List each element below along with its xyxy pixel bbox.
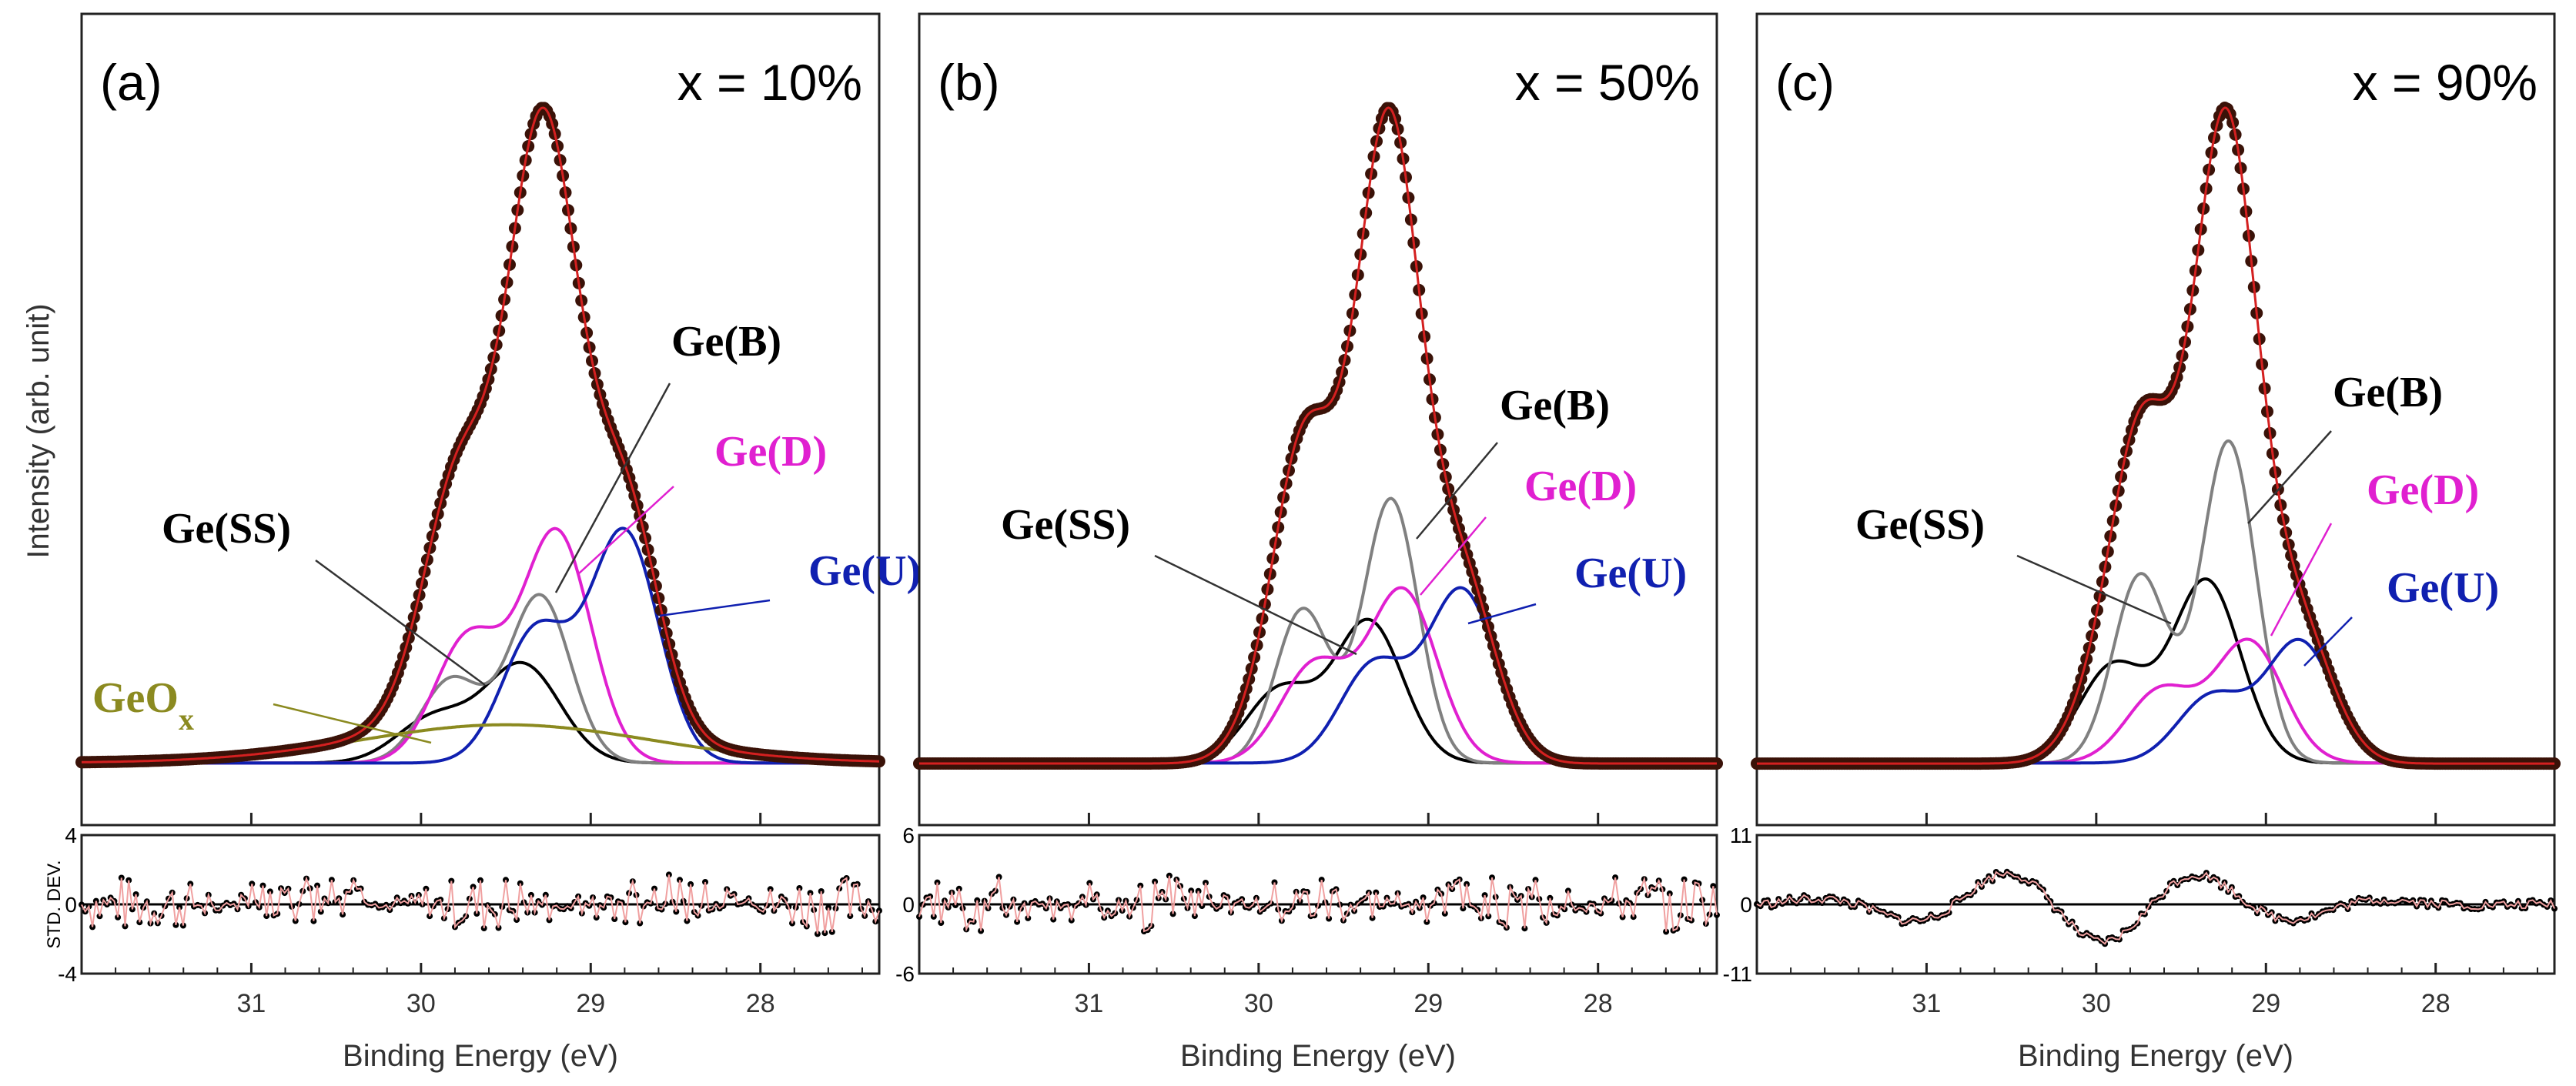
x-tick-label: 30 xyxy=(406,989,436,1018)
x-tick-label: 31 xyxy=(1912,989,1942,1018)
y-axis-title: Intensity (arb. unit) xyxy=(22,303,55,558)
peak-label: GeOx xyxy=(92,674,194,737)
residual-tick-label: 0 xyxy=(1740,893,1752,917)
composition-label: x = 50% xyxy=(1515,54,1700,111)
peak-label: Ge(B) xyxy=(1500,382,1610,429)
residual-tick-label: -4 xyxy=(58,962,77,986)
x-axis-title: Binding Energy (eV) xyxy=(2018,1039,2293,1073)
label-arrow xyxy=(2247,430,2332,524)
measured-data-markers xyxy=(913,102,1723,770)
composition-label: x = 90% xyxy=(2353,54,2538,111)
x-tick-label: 29 xyxy=(1413,989,1443,1018)
residual-axis-title: STD. DEV. xyxy=(44,860,65,948)
x-tick-label: 29 xyxy=(2251,989,2280,1018)
panel-label: (b) xyxy=(938,54,1000,111)
x-tick-label: 28 xyxy=(746,989,775,1018)
fit-envelope-line xyxy=(1757,106,2554,765)
x-tick-label: 31 xyxy=(237,989,266,1018)
component-geu-line xyxy=(82,526,879,765)
label-arrow xyxy=(554,383,671,593)
peak-label: Ge(D) xyxy=(1524,463,1637,510)
peak-label: Ge(B) xyxy=(2333,369,2443,416)
residual-line xyxy=(1756,870,2555,945)
residual-tick-label: 11 xyxy=(1730,824,1752,847)
label-arrow xyxy=(273,703,432,744)
measured-data-markers xyxy=(1751,102,2561,770)
residual-line xyxy=(918,875,1718,933)
panel-label: (a) xyxy=(100,54,162,111)
residual-tick-label: 0 xyxy=(65,893,77,917)
peak-label: Ge(U) xyxy=(808,547,921,595)
x-tick-label: 29 xyxy=(576,989,605,1018)
peak-label: Ge(U) xyxy=(2387,564,2499,612)
residual-line xyxy=(81,874,880,934)
residual-tick-label: -11 xyxy=(1723,962,1752,986)
label-arrow xyxy=(1467,603,1537,625)
residual-tick-label: 6 xyxy=(902,824,915,847)
label-arrow xyxy=(2016,554,2172,625)
label-arrow xyxy=(315,559,486,687)
label-arrow xyxy=(1416,442,1498,540)
residual-tick-label: 0 xyxy=(902,893,915,917)
fit-envelope-line xyxy=(82,106,879,764)
label-arrow xyxy=(1154,554,1357,656)
peak-label: Ge(SS) xyxy=(162,505,291,553)
panel-a: 31 30 29 28 Binding Energy (eV) 4 0 -4 (a) x = 10… xyxy=(58,12,921,1073)
fit-envelope-line xyxy=(919,106,1717,765)
peak-label: Ge(U) xyxy=(1574,550,1687,597)
peak-label: Ge(B) xyxy=(671,318,781,366)
panel-c: 31 30 29 28 Binding Energy (eV) 11 0 -11 (c) x = … xyxy=(1723,12,2561,1073)
peak-label: Ge(D) xyxy=(714,428,827,476)
component-gess-line xyxy=(919,617,1717,765)
panel-b: 31 30 29 28 Binding Energy (eV) 6 0 -6 (b) x = 50… xyxy=(895,12,1723,1073)
x-tick-label: 28 xyxy=(1584,989,1613,1018)
x-tick-label: 30 xyxy=(2082,989,2111,1018)
x-tick-label: 28 xyxy=(2421,989,2451,1018)
peak-label: Ge(D) xyxy=(2367,466,2479,514)
label-arrow xyxy=(2270,523,2333,637)
main-plot-frame xyxy=(918,12,1718,827)
component-gess-line xyxy=(82,660,879,765)
composition-label: x = 10% xyxy=(677,54,862,111)
peak-label: Ge(SS) xyxy=(1001,501,1130,549)
main-plot-frame xyxy=(1755,12,2556,827)
label-arrow xyxy=(659,599,771,617)
x-axis-title: Binding Energy (eV) xyxy=(343,1039,618,1073)
peak-label: Ge(SS) xyxy=(1855,501,1985,549)
residual-tick-label: -6 xyxy=(895,962,915,986)
x-tick-label: 30 xyxy=(1244,989,1273,1018)
label-arrow xyxy=(578,486,674,574)
residual-tick-label: 4 xyxy=(65,824,77,847)
panel-label: (c) xyxy=(1775,54,1835,111)
label-arrow xyxy=(1420,516,1487,596)
main-plot-frame xyxy=(80,12,881,827)
x-tick-label: 31 xyxy=(1075,989,1104,1018)
label-arrow xyxy=(2303,617,2353,667)
component-geb-line xyxy=(82,593,879,765)
x-axis-title: Binding Energy (eV) xyxy=(1180,1039,1456,1073)
